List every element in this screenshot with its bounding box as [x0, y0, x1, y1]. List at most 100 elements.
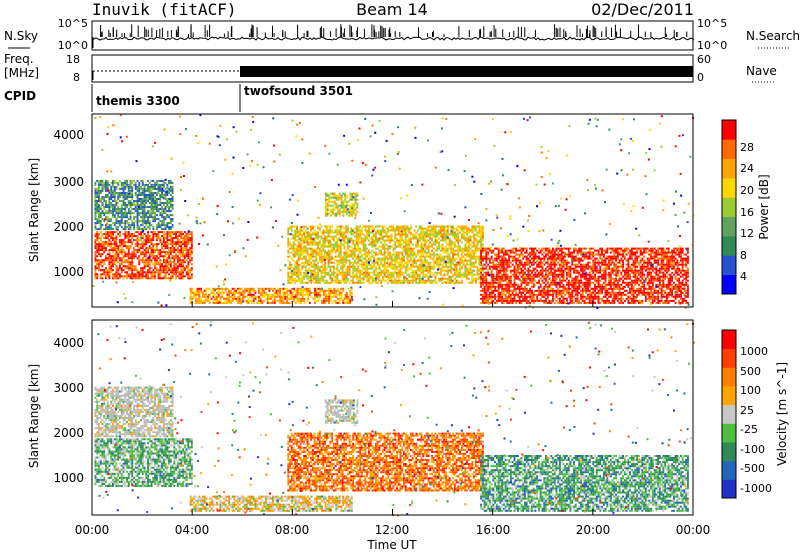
heatmap-cell [324, 229, 326, 232]
heatmap-cell [233, 295, 236, 298]
heatmap-cell [223, 287, 225, 290]
heatmap-cell [441, 277, 444, 280]
heatmap-cell [343, 257, 346, 260]
heatmap-cell [329, 287, 332, 290]
heatmap-cell [432, 267, 435, 270]
heatmap-cell [242, 293, 245, 296]
heatmap-cell [339, 233, 342, 236]
heatmap-cell [141, 247, 144, 250]
heatmap-cell [178, 259, 181, 262]
heatmap-cell [169, 251, 172, 254]
heatmap-cell [397, 231, 400, 234]
heatmap-cell [310, 255, 312, 258]
heatmap-cell [362, 249, 365, 252]
heatmap-cell [308, 237, 311, 240]
heatmap-cell [434, 231, 437, 234]
heatmap-cell [133, 253, 135, 256]
heatmap-cell [101, 249, 104, 252]
heatmap-cell [478, 227, 481, 230]
heatmap-cell [169, 253, 172, 256]
heatmap-cell [315, 255, 318, 258]
heatmap-cell [392, 279, 395, 282]
heatmap-cell [304, 237, 307, 240]
heatmap-cell [152, 253, 155, 256]
heatmap-cell [536, 295, 539, 298]
heatmap-cell [504, 275, 507, 278]
heatmap-cell [539, 271, 542, 274]
heatmap-cell [536, 281, 539, 284]
heatmap-cell [327, 255, 330, 258]
heatmap-cell [453, 233, 456, 236]
heatmap-cell [304, 273, 307, 276]
heatmap-cell [284, 301, 287, 304]
heatmap-cell [469, 257, 472, 260]
heatmap-cell [251, 301, 253, 304]
heatmap-cell [522, 257, 525, 260]
heatmap-cell [431, 275, 433, 278]
heatmap-cell [182, 255, 184, 258]
heatmap-cell [187, 253, 190, 256]
heatmap-cell [517, 253, 519, 256]
heatmap-cell [418, 259, 421, 262]
heatmap-cell [141, 275, 144, 278]
heatmap-cell [127, 257, 130, 260]
heatmap-cell [369, 263, 372, 266]
heatmap-cell [299, 263, 302, 266]
heatmap-cell [564, 285, 567, 288]
heatmap-cell [410, 249, 412, 252]
heatmap-cell [339, 251, 342, 254]
heatmap-cell [189, 241, 192, 244]
heatmap-cell [455, 245, 458, 248]
heatmap-cell [469, 259, 472, 262]
heatmap-cell [517, 287, 519, 290]
heatmap-cell [527, 257, 530, 260]
heatmap-cell [346, 231, 349, 234]
heatmap-cell [501, 267, 504, 270]
heatmap-cell [147, 247, 149, 250]
heatmap-cell [155, 237, 158, 240]
heatmap-cell [425, 235, 428, 238]
heatmap-cell [359, 259, 362, 262]
heatmap-cell [494, 263, 497, 266]
heatmap-cell [138, 277, 141, 280]
heatmap-cell [513, 295, 516, 298]
heatmap-cell [159, 263, 162, 266]
heatmap-cell [524, 287, 526, 290]
heatmap-cell [119, 235, 121, 238]
heatmap-cell [460, 281, 463, 284]
heatmap-cell [190, 237, 193, 240]
heatmap-cell [240, 293, 243, 296]
heatmap-cell [436, 255, 439, 258]
heatmap-cell [325, 257, 328, 260]
heatmap-cell [159, 271, 162, 274]
heatmap-cell [224, 301, 227, 304]
heatmap-cell [399, 257, 402, 260]
heatmap-cell [231, 295, 234, 298]
heatmap-cell [452, 273, 454, 276]
heatmap-cell [324, 293, 327, 296]
heatmap-cell [380, 271, 383, 274]
heatmap-cell [459, 247, 461, 250]
heatmap-cell [488, 261, 491, 264]
heatmap-cell [145, 235, 148, 238]
heatmap-cell [105, 231, 107, 234]
heatmap-cell [279, 291, 281, 294]
heatmap-cell [411, 243, 414, 246]
heatmap-cell [390, 233, 393, 236]
heatmap-cell [207, 299, 210, 302]
heatmap-cell [403, 247, 405, 250]
heatmap-cell [548, 265, 551, 268]
heatmap-cell [536, 273, 539, 276]
heatmap-cell [555, 257, 558, 260]
heatmap-cell [408, 267, 411, 270]
heatmap-cell [112, 233, 114, 236]
heatmap-cell [545, 255, 547, 258]
heatmap-cell [171, 255, 174, 258]
heatmap-cell [524, 271, 526, 274]
heatmap-cell [513, 259, 516, 262]
heatmap-cell [272, 295, 274, 298]
heatmap-cell [397, 273, 400, 276]
heatmap-cell [296, 279, 298, 282]
heatmap-cell [518, 289, 521, 292]
heatmap-cell [352, 255, 355, 258]
